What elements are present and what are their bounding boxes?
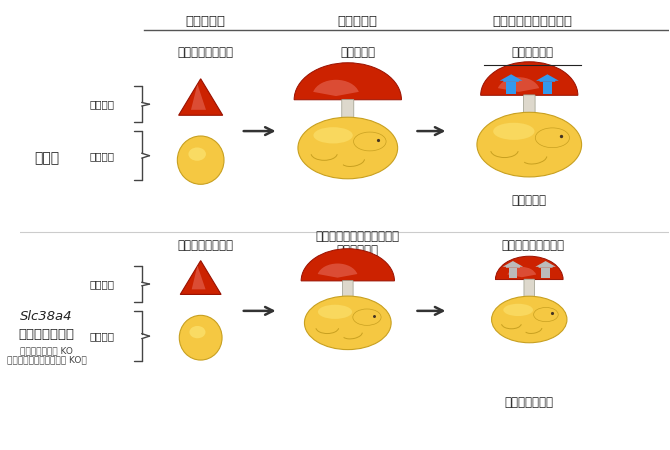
Text: 胚発生中期: 胚発生中期 [338, 15, 377, 28]
FancyBboxPatch shape [342, 280, 353, 303]
Wedge shape [498, 77, 539, 92]
Ellipse shape [178, 136, 224, 184]
Polygon shape [180, 261, 221, 294]
FancyArrow shape [502, 261, 523, 268]
Ellipse shape [188, 148, 206, 161]
FancyArrow shape [536, 74, 559, 82]
Ellipse shape [493, 123, 535, 140]
Text: 細胞の分化・分裂: 細胞の分化・分裂 [177, 46, 233, 59]
FancyBboxPatch shape [543, 82, 552, 94]
Text: 胎盤の低形成: 胎盤の低形成 [336, 244, 379, 257]
Wedge shape [480, 62, 578, 95]
Text: （父方遺伝子座 KO: （父方遺伝子座 KO [20, 346, 73, 356]
Text: 細胞の分化・分裂: 細胞の分化・分裂 [177, 238, 233, 252]
Ellipse shape [477, 112, 582, 177]
Text: 胚発生初期: 胚発生初期 [185, 15, 225, 28]
Ellipse shape [535, 128, 570, 148]
Text: 胎盤系列: 胎盤系列 [90, 99, 115, 109]
Wedge shape [294, 63, 401, 100]
Ellipse shape [492, 296, 567, 343]
FancyArrow shape [535, 261, 556, 268]
Ellipse shape [353, 309, 381, 325]
Text: アミノ酸供給: アミノ酸供給 [511, 46, 553, 59]
Ellipse shape [503, 304, 533, 316]
Text: 通常胚: 通常胚 [34, 151, 59, 165]
FancyBboxPatch shape [342, 99, 354, 125]
FancyArrow shape [500, 74, 523, 82]
Ellipse shape [190, 326, 206, 338]
Text: もしくは父方・母方両方 KO）: もしくは父方・母方両方 KO） [7, 356, 86, 364]
Polygon shape [191, 84, 206, 110]
Ellipse shape [304, 296, 391, 350]
Text: 胎児の発育遅延: 胎児の発育遅延 [505, 396, 554, 409]
Polygon shape [179, 79, 222, 115]
FancyBboxPatch shape [507, 82, 516, 94]
FancyBboxPatch shape [509, 268, 517, 279]
Text: 胎児系列: 胎児系列 [90, 331, 115, 341]
Wedge shape [507, 267, 536, 277]
FancyBboxPatch shape [524, 279, 535, 302]
FancyBboxPatch shape [541, 268, 550, 279]
FancyBboxPatch shape [523, 95, 535, 120]
Ellipse shape [533, 307, 558, 322]
Ellipse shape [314, 127, 353, 144]
Text: アミノ酸供給の低下: アミノ酸供給の低下 [501, 238, 564, 252]
Text: 胎児の発育: 胎児の発育 [512, 194, 547, 207]
Text: 細胞分裂の頻度低下による: 細胞分裂の頻度低下による [316, 230, 399, 243]
Ellipse shape [318, 305, 352, 319]
Wedge shape [301, 249, 395, 281]
Wedge shape [318, 264, 357, 278]
Wedge shape [313, 80, 359, 96]
Ellipse shape [180, 315, 222, 360]
Text: 胚発生後期（出生時）: 胚発生後期（出生時） [492, 15, 572, 28]
Polygon shape [192, 266, 206, 289]
Ellipse shape [354, 132, 386, 151]
Text: 胎児系列: 胎児系列 [90, 151, 115, 161]
Text: ノックアウト胚: ノックアウト胚 [18, 328, 74, 341]
Wedge shape [495, 256, 563, 279]
Ellipse shape [298, 117, 397, 179]
Text: 胎盤の完成: 胎盤の完成 [340, 46, 375, 59]
Text: 胎盤系列: 胎盤系列 [90, 279, 115, 289]
Text: Slc38a4: Slc38a4 [20, 310, 72, 323]
